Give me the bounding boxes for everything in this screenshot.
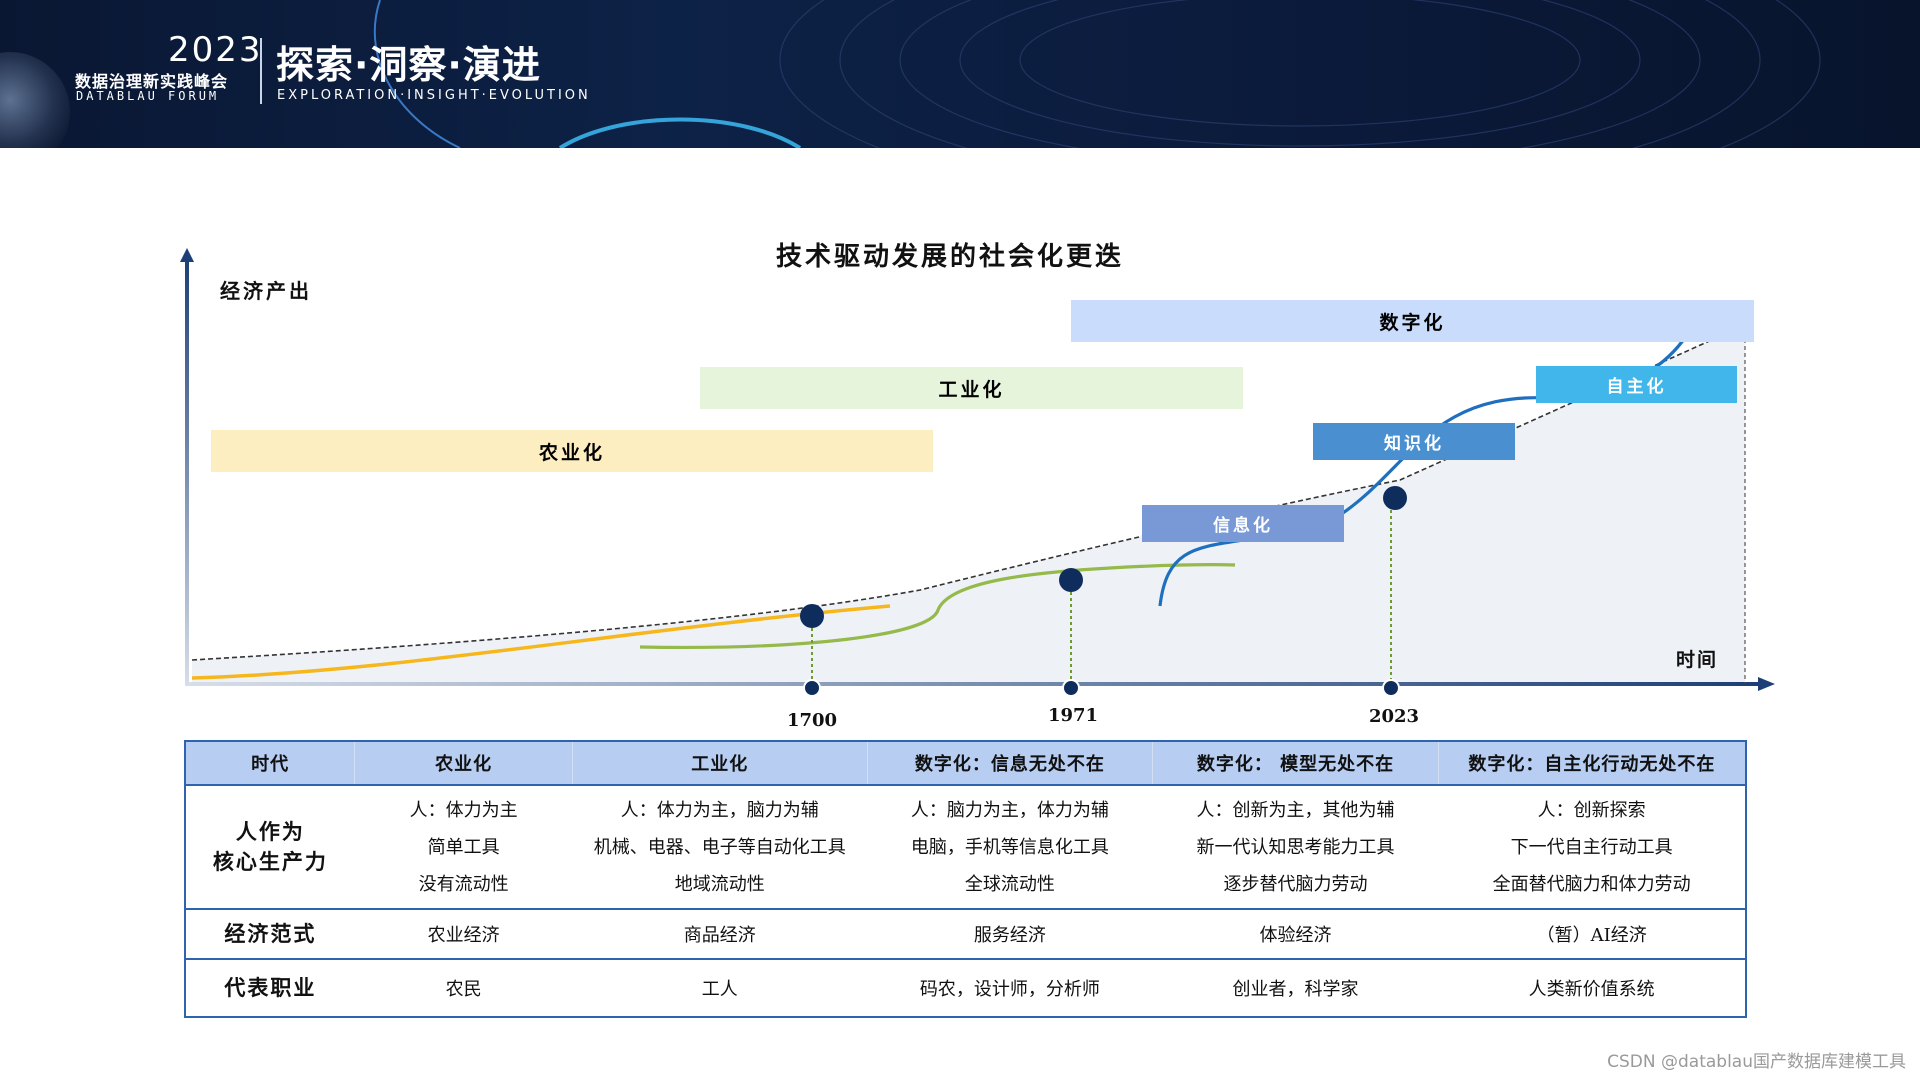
stage-knowledge: 知识化: [1313, 423, 1515, 460]
cell-line: 逐步替代脑力劳动: [1223, 873, 1368, 895]
header-agriculture: 农业化: [354, 741, 573, 786]
cell-line: 人：创新探索: [1537, 799, 1646, 821]
cell-line: 新一代认知思考能力工具: [1196, 836, 1395, 858]
table-cell: 人类新价值系统: [1528, 979, 1655, 1000]
table-cell: 服务经济: [867, 909, 1153, 960]
header-digital-model: 数字化： 模型无处不在: [1152, 741, 1439, 786]
stage-informatization: 信息化: [1142, 505, 1344, 542]
cell-line: 人：脑力为主，体力为辅: [910, 799, 1109, 821]
cell-line: 人：体力为主，脑力为辅: [620, 799, 819, 821]
table-cell: 工人: [701, 979, 738, 1000]
band-digital: 数字化: [1071, 300, 1754, 342]
cell-line: 地域流动性: [674, 873, 765, 895]
table-cell: 人：体力为主 简单工具 没有流动性: [354, 785, 573, 910]
table-cell: （暂）AI经济: [1438, 909, 1746, 960]
table-cell: 农业经济: [354, 909, 573, 960]
row-label-productivity: 人作为 核心生产力: [185, 785, 355, 910]
header-digital-autonomy: 数字化：自主化行动无处不在: [1437, 741, 1746, 786]
trend-line: [191, 324, 1746, 661]
band-agriculture: 农业化: [211, 430, 933, 472]
planet-graphic: [0, 52, 70, 148]
row-label-line: 人作为: [235, 819, 305, 844]
table-cell: 码农，设计师，分析师: [919, 979, 1100, 1000]
row-label-line: 核心生产力: [212, 849, 328, 874]
event-year: 2023: [168, 30, 263, 70]
table-cell: 人：创新为主，其他为辅 新一代认知思考能力工具 逐步替代脑力劳动: [1152, 785, 1439, 910]
header-industry: 工业化: [572, 741, 868, 786]
era-comparison-table: 时代 农业化 工业化 数字化：信息无处不在 数字化： 模型无处不在 数字化：自主…: [184, 740, 1747, 1018]
y-axis-label: 经济产出: [220, 279, 312, 303]
event-name-en: DATABLAU FORUM: [76, 89, 220, 103]
table-row-occupation: 代表职业 农民 工人 码农，设计师，分析师 创业者，科学家 人类新价值系统: [185, 959, 1746, 1017]
banner-decoration: [0, 0, 1821, 148]
diagram-title: 技术驱动发展的社会化更迭: [775, 242, 1124, 272]
agriculture-curve: [191, 604, 891, 680]
cell-line: 人：体力为主: [409, 799, 518, 821]
cell-line: 下一代自主行动工具: [1510, 836, 1673, 858]
x-axis-label: 时间: [1676, 649, 1719, 671]
node-2023: [1383, 486, 1407, 510]
cell-line: 机械、电器、电子等自动化工具: [593, 836, 846, 858]
banner-divider: [260, 38, 262, 104]
table-row-productivity: 人作为 核心生产力 人：体力为主 简单工具 没有流动性 人：体力为主，脑力为辅 …: [185, 785, 1746, 910]
table-cell: 人：体力为主，脑力为辅 机械、电器、电子等自动化工具 地域流动性: [572, 785, 868, 910]
cell-line: 简单工具: [427, 836, 500, 858]
table-cell: 创业者，科学家: [1232, 979, 1359, 1000]
table-cell: 商品经济: [572, 909, 868, 960]
tick-2023: [1382, 679, 1400, 697]
node-1971: [1059, 568, 1083, 592]
watermark-credit: CSDN @datablau国产数据库建模工具: [1607, 1052, 1906, 1072]
y-axis-arrow: [180, 248, 194, 262]
table-cell: 人：创新探索 下一代自主行动工具 全面替代脑力和体力劳动: [1438, 785, 1746, 910]
row-label-occupation: 代表职业: [224, 975, 317, 1000]
cell-line: 电脑，手机等信息化工具: [910, 836, 1109, 858]
row-label-economy: 经济范式: [185, 909, 355, 960]
table-cell: 人：脑力为主，体力为辅 电脑，手机等信息化工具 全球流动性: [867, 785, 1153, 910]
output-area: [192, 325, 1745, 683]
cell-line: 没有流动性: [418, 873, 509, 895]
band-industry: 工业化: [700, 367, 1243, 409]
table-header-row: 时代 农业化 工业化 数字化：信息无处不在 数字化： 模型无处不在 数字化：自主…: [184, 741, 1746, 786]
year-1700: 1700: [786, 710, 838, 731]
tick-1700: [803, 679, 821, 697]
cell-line: 全面替代脑力和体力劳动: [1492, 873, 1691, 895]
industry-curve: [639, 563, 1236, 649]
year-2023: 2023: [1368, 706, 1420, 727]
header-era: 时代: [184, 741, 355, 786]
stage-autonomy: 自主化: [1536, 366, 1737, 403]
node-1700: [800, 604, 824, 628]
header-digital-information: 数字化：信息无处不在: [866, 741, 1153, 786]
cell-line: 人：创新为主，其他为辅: [1196, 799, 1395, 821]
year-1971: 1971: [1047, 705, 1099, 726]
table-cell: 体验经济: [1152, 909, 1439, 960]
x-axis-arrow: [1758, 677, 1775, 691]
header-banner: 2023 数据治理新实践峰会 DATABLAU FORUM 探索·洞察·演进 E…: [0, 0, 1920, 148]
table-cell: 农民: [445, 979, 482, 1000]
x-axis: [188, 682, 1758, 686]
tick-1971: [1062, 679, 1080, 697]
event-name-cn: 数据治理新实践峰会: [75, 72, 229, 91]
cell-line: 全球流动性: [964, 873, 1055, 895]
evolution-diagram: [180, 248, 1775, 697]
event-slogan: 探索·洞察·演进: [276, 43, 541, 87]
event-slogan-en: EXPLORATION·INSIGHT·EVOLUTION: [277, 88, 591, 103]
table-row-economy: 经济范式 农业经济 商品经济 服务经济 体验经济 （暂）AI经济: [185, 909, 1746, 960]
y-axis: [185, 258, 189, 686]
